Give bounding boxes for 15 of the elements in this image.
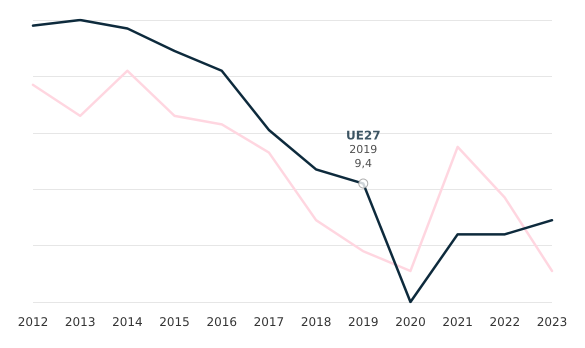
x-tick-label: 2018: [300, 315, 332, 329]
x-tick-label: 2023: [536, 315, 568, 329]
x-tick-label: 2016: [206, 315, 237, 329]
x-tick-label: 2020: [395, 315, 426, 329]
x-tick-label: 2013: [64, 315, 96, 329]
x-tick-label: 2019: [348, 315, 379, 329]
text: UE27: [346, 128, 381, 143]
x-tick-label: 2021: [442, 315, 473, 329]
annotation: 9,4: [354, 157, 372, 170]
x-tick-label: 2022: [490, 315, 520, 329]
x-tick-label: 2017: [254, 315, 284, 329]
category-label: 2019: [349, 143, 378, 156]
x-tick-label: 2012: [18, 315, 48, 329]
x-tick-label: 2014: [112, 315, 143, 329]
x-tick-label: 2015: [159, 315, 190, 329]
